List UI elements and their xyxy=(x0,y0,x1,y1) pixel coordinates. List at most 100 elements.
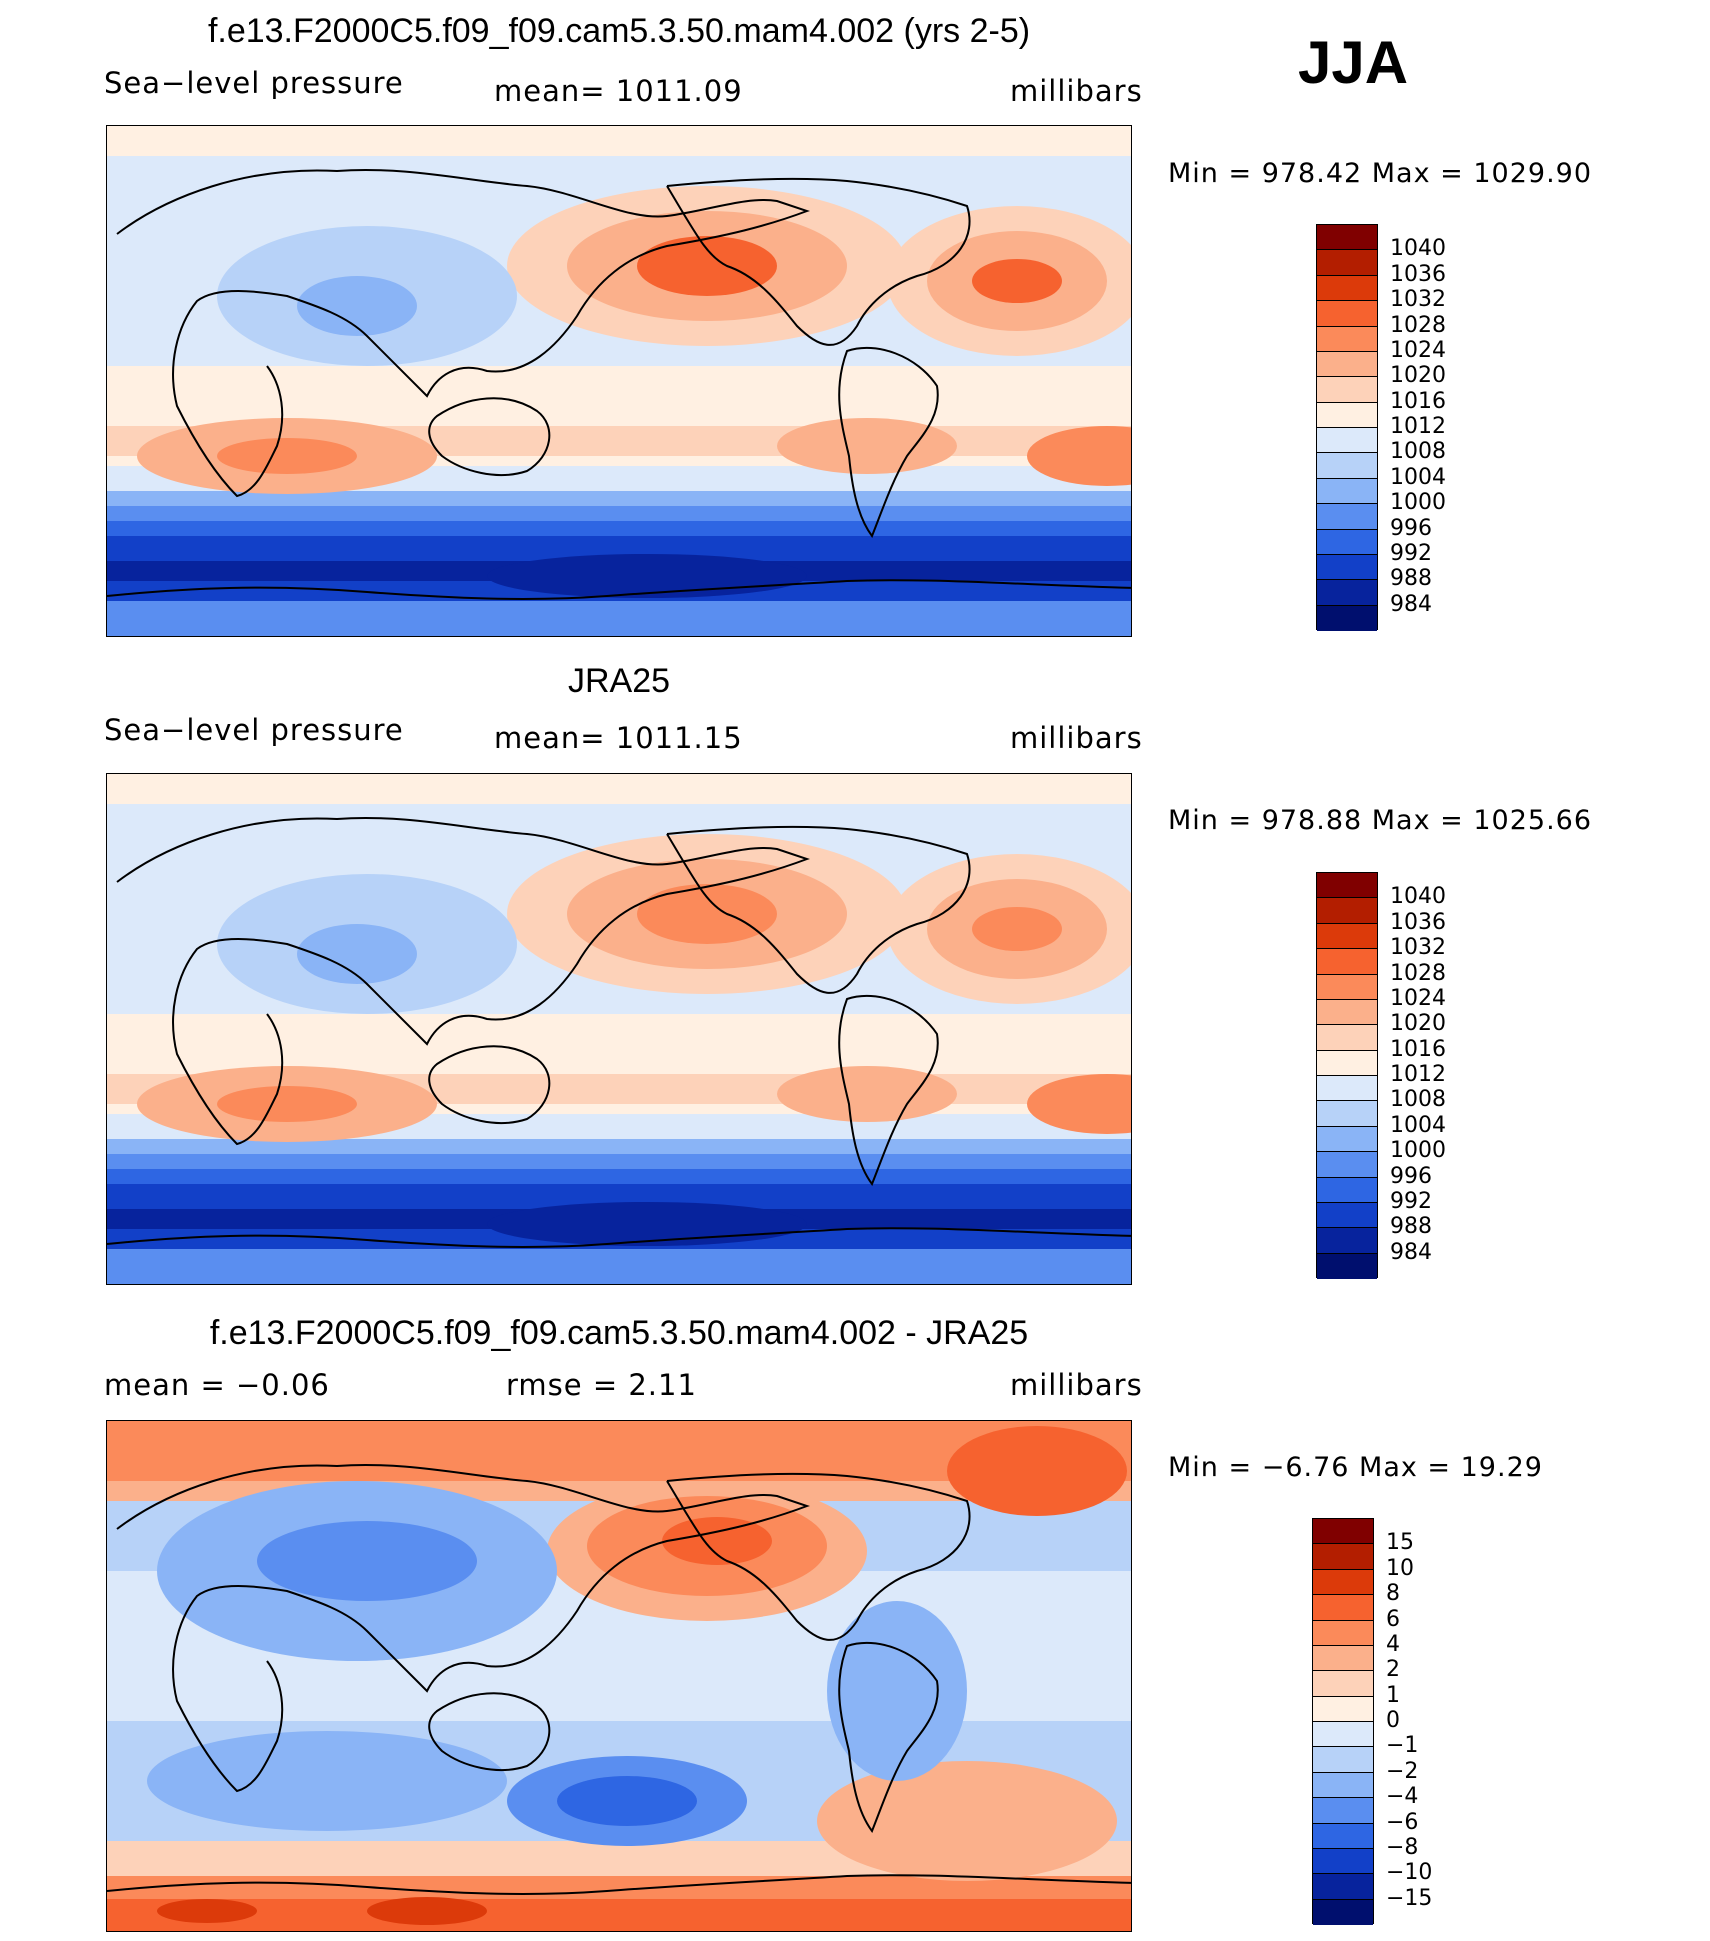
coastline xyxy=(428,397,551,477)
colorbar-swatch xyxy=(1317,428,1377,454)
colorbar-swatch xyxy=(1317,1253,1377,1279)
colorbar-tick-label: 1028 xyxy=(1390,312,1446,338)
colorbar-swatch xyxy=(1313,1696,1373,1722)
colorbar-tick-label: 10 xyxy=(1386,1555,1414,1581)
colorbar-swatch xyxy=(1317,377,1377,403)
pressure-cell xyxy=(217,438,357,474)
pressure-cell xyxy=(777,1066,957,1122)
colorbar-swatch xyxy=(1317,478,1377,505)
pressure-cell xyxy=(1027,426,1131,486)
colorbar-tick-label: 1040 xyxy=(1390,884,1446,910)
panel2-map xyxy=(106,773,1132,1285)
coastline xyxy=(116,816,810,1146)
colorbar-tick-label: −8 xyxy=(1386,1834,1419,1860)
colorbar-swatch xyxy=(1317,453,1377,479)
pressure-cell xyxy=(557,1776,697,1826)
pressure-band xyxy=(107,1139,1131,1154)
colorbar-swatch xyxy=(1313,1620,1373,1646)
coastline xyxy=(428,1045,551,1125)
season-label: JJA xyxy=(1298,29,1409,96)
colorbar-tick-label: 1016 xyxy=(1390,388,1446,414)
coastline xyxy=(838,994,939,1187)
colorbar-swatch xyxy=(1313,1848,1373,1875)
coastline xyxy=(116,1463,810,1793)
colorbar-tick-label: 1012 xyxy=(1390,414,1446,439)
colorbar-swatch xyxy=(1317,949,1377,975)
colorbar-swatch xyxy=(1313,1544,1373,1570)
panel1-units: millibars xyxy=(1010,74,1143,108)
panel2-colorbar xyxy=(1316,872,1378,1279)
pressure-cell xyxy=(1027,1074,1131,1134)
colorbar-swatch xyxy=(1317,275,1377,302)
panel1-min-max: Min = 978.42 Max = 1029.90 xyxy=(1168,158,1593,189)
colorbar-tick-label: 1004 xyxy=(1390,1112,1446,1138)
panel3-center-label: rmse = 2.11 xyxy=(506,1368,697,1402)
colorbar-swatch xyxy=(1317,1025,1377,1051)
colorbar-tick-label: −2 xyxy=(1386,1758,1419,1784)
colorbar-swatch xyxy=(1313,1899,1373,1925)
colorbar-swatch xyxy=(1313,1569,1373,1596)
colorbar-tick-label: 0 xyxy=(1386,1708,1400,1733)
coastline xyxy=(838,1641,939,1834)
pressure-cell xyxy=(947,1426,1127,1516)
colorbar-swatch xyxy=(1313,1645,1373,1672)
colorbar-tick-label: 988 xyxy=(1390,1214,1432,1240)
colorbar-tick-label: 1032 xyxy=(1390,935,1446,961)
pressure-cell xyxy=(217,1086,357,1122)
pressure-cell xyxy=(972,907,1062,951)
colorbar-swatch xyxy=(1313,1519,1373,1545)
colorbar-tick-label: 1 xyxy=(1386,1682,1400,1708)
pressure-cell xyxy=(157,1899,257,1923)
coastline xyxy=(116,168,810,498)
colorbar-swatch xyxy=(1317,1101,1377,1127)
colorbar-swatch xyxy=(1317,974,1377,1000)
colorbar-swatch xyxy=(1317,873,1377,899)
colorbar-tick-label: −10 xyxy=(1386,1860,1433,1886)
colorbar-tick-label: 988 xyxy=(1390,566,1432,592)
pressure-cell xyxy=(367,1897,487,1925)
colorbar-tick-label: 1008 xyxy=(1390,1087,1446,1113)
colorbar-tick-label: −15 xyxy=(1386,1885,1433,1911)
colorbar-swatch xyxy=(1317,1177,1377,1203)
colorbar-swatch xyxy=(1317,529,1377,555)
colorbar-swatch xyxy=(1317,1202,1377,1229)
colorbar-swatch xyxy=(1313,1722,1373,1748)
panel1-center-label: mean= 1011.09 xyxy=(494,74,743,108)
colorbar-tick-label: −4 xyxy=(1386,1784,1419,1810)
pressure-band xyxy=(107,126,1131,156)
colorbar-swatch xyxy=(1317,1126,1377,1153)
pressure-cell xyxy=(637,236,777,296)
panel3-map xyxy=(106,1420,1132,1932)
colorbar-swatch xyxy=(1317,250,1377,276)
colorbar-tick-label: 1008 xyxy=(1390,439,1446,465)
colorbar-swatch xyxy=(1317,580,1377,606)
colorbar-tick-label: 1016 xyxy=(1390,1036,1446,1062)
pressure-cell xyxy=(297,924,417,984)
colorbar-tick-label: 15 xyxy=(1386,1530,1414,1556)
colorbar-tick-label: 1024 xyxy=(1390,985,1446,1011)
colorbar-tick-label: 1036 xyxy=(1390,909,1446,935)
colorbar-tick-label: 984 xyxy=(1390,1239,1432,1265)
colorbar-swatch xyxy=(1313,1823,1373,1849)
panel3-left-label: mean = −0.06 xyxy=(104,1368,330,1402)
pressure-band xyxy=(107,1899,1131,1931)
colorbar-swatch xyxy=(1313,1671,1373,1697)
pressure-band xyxy=(107,774,1131,804)
pressure-cell xyxy=(827,1601,967,1781)
colorbar-swatch xyxy=(1317,554,1377,581)
colorbar-tick-label: 6 xyxy=(1386,1606,1400,1632)
coastline xyxy=(666,177,971,346)
pressure-cell xyxy=(147,1731,507,1831)
colorbar-swatch xyxy=(1317,326,1377,352)
colorbar-tick-label: 1020 xyxy=(1390,363,1446,389)
colorbar-swatch xyxy=(1317,351,1377,378)
panel2-min-max: Min = 978.88 Max = 1025.66 xyxy=(1168,805,1593,836)
colorbar-swatch xyxy=(1317,1228,1377,1254)
pressure-band xyxy=(107,521,1131,536)
panel2-title: JRA25 xyxy=(567,662,671,700)
panel3-colorbar xyxy=(1312,1518,1374,1925)
panel3-units: millibars xyxy=(1010,1368,1143,1402)
pressure-band xyxy=(107,1249,1131,1284)
colorbar-tick-label: 1032 xyxy=(1390,287,1446,313)
colorbar-tick-label: −6 xyxy=(1386,1809,1419,1835)
